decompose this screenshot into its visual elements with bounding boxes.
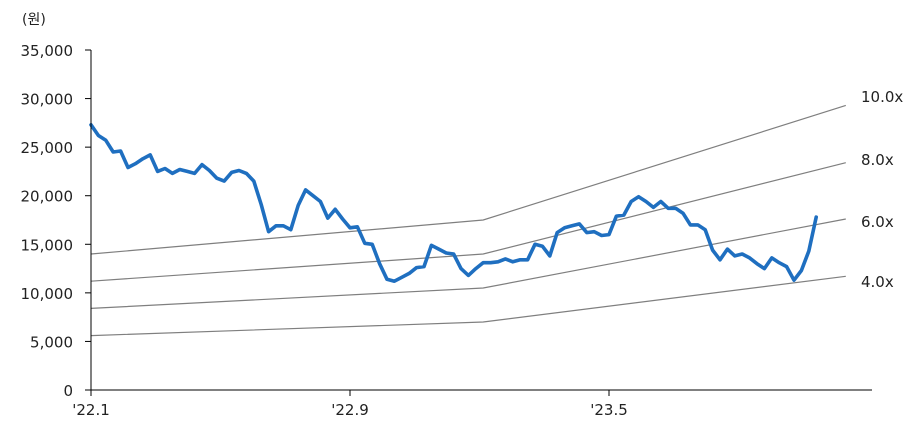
y-tick-label: 10,000: [21, 285, 74, 303]
band-line: [90, 104, 846, 255]
band-line: [90, 275, 846, 337]
pbr-bands: [90, 104, 846, 337]
band-label: 10.0x: [861, 88, 903, 106]
band-line: [90, 162, 846, 282]
band-labels: 10.0x 8.0x 6.0x 4.0x: [861, 88, 903, 291]
y-tick-label: 15,000: [21, 236, 74, 254]
y-tick-label: 0: [63, 382, 73, 400]
y-unit-label: (원): [22, 12, 46, 28]
y-tick-label: 20,000: [21, 188, 74, 206]
y-tick-label: 30,000: [21, 91, 74, 109]
x-tick-label: '22.9: [331, 401, 369, 419]
x-tick-label: '23.5: [590, 401, 628, 419]
band-label: 4.0x: [861, 273, 894, 291]
y-tick-label: 5,000: [30, 333, 73, 351]
axes: [90, 50, 872, 391]
price-series: [89, 123, 819, 284]
x-ticks: '22.1 '22.9 '23.5: [72, 390, 628, 419]
price-line: [89, 123, 819, 284]
y-ticks: 0 5,000 10,000 15,000 20,000 25,000 30,000 35,0…: [21, 42, 91, 400]
y-tick-label: 25,000: [21, 139, 74, 157]
band-line: [90, 218, 846, 309]
x-tick-label: '22.1: [72, 401, 110, 419]
band-label: 6.0x: [861, 213, 894, 231]
band-label: 8.0x: [861, 151, 894, 169]
y-tick-label: 35,000: [21, 42, 74, 60]
